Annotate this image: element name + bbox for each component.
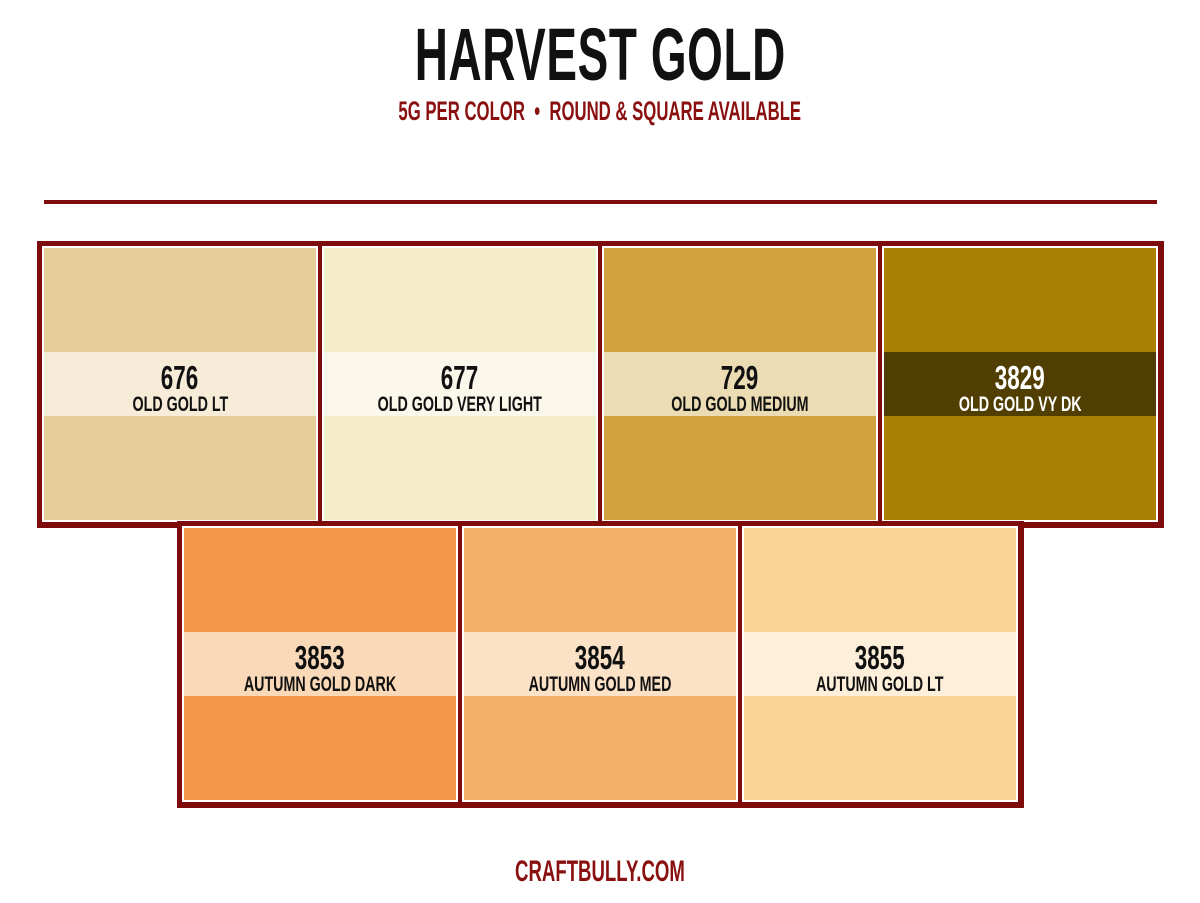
footer-text: CRAFTBULLY.COM [515,855,685,888]
swatch-code: 676 [44,360,316,396]
swatch-band: 677 OLD GOLD VERY LIGHT [324,352,596,416]
swatch: 729 OLD GOLD MEDIUM [602,246,878,522]
name-text: OLD GOLD LT [132,393,228,416]
swatch-code: 729 [604,360,876,396]
name-text: AUTUMN GOLD MED [528,673,672,696]
name-text: OLD GOLD VERY LIGHT [377,393,543,416]
name-text: OLD GOLD MEDIUM [671,393,809,416]
swatch-band: 3853 AUTUMN GOLD DARK [184,632,456,696]
swatch-band: 3829 OLD GOLD VY DK [884,352,1156,416]
title: HARVEST GOLD [0,12,1200,97]
swatch: 676 OLD GOLD LT [42,246,318,522]
code-text: 676 [161,359,199,396]
swatch-name: AUTUMN GOLD DARK [184,674,456,696]
swatch-name: OLD GOLD VERY LIGHT [324,394,596,416]
swatch: 3854 AUTUMN GOLD MED [462,526,738,802]
code-text: 729 [721,359,759,396]
swatch-band: 729 OLD GOLD MEDIUM [604,352,876,416]
code-text: 3853 [295,639,345,676]
swatch-row: 3853 AUTUMN GOLD DARK 3854 AUTUMN GOLD MED 3… [177,521,1024,808]
swatch-name: AUTUMN GOLD LT [744,674,1016,696]
subtitle-text: 5G PER COLOR • ROUND & SQUARE AVAILABLE [398,96,802,126]
swatch-name: AUTUMN GOLD MED [464,674,736,696]
swatch: 677 OLD GOLD VERY LIGHT [322,246,598,522]
swatch-name: OLD GOLD LT [44,394,316,416]
divider [44,200,1157,204]
swatch-band: 676 OLD GOLD LT [44,352,316,416]
swatch-name: OLD GOLD VY DK [884,394,1156,416]
code-text: 3855 [855,639,905,676]
name-text: AUTUMN GOLD DARK [243,673,397,696]
swatch: 3829 OLD GOLD VY DK [882,246,1158,522]
code-text: 3829 [995,359,1045,396]
subtitle: 5G PER COLOR • ROUND & SQUARE AVAILABLE [0,96,1200,127]
swatch-code: 3829 [884,360,1156,396]
swatch-code: 3855 [744,640,1016,676]
swatch: 3853 AUTUMN GOLD DARK [182,526,458,802]
swatch-band: 3854 AUTUMN GOLD MED [464,632,736,696]
code-text: 677 [441,359,479,396]
swatch-name: OLD GOLD MEDIUM [604,394,876,416]
swatch-code: 677 [324,360,596,396]
swatch: 3855 AUTUMN GOLD LT [742,526,1018,802]
name-text: AUTUMN GOLD LT [816,673,944,696]
swatch-band: 3855 AUTUMN GOLD LT [744,632,1016,696]
swatch-row: 676 OLD GOLD LT 677 OLD GOLD VERY LIGHT 729 O… [37,241,1164,528]
swatch-code: 3853 [184,640,456,676]
swatch-code: 3854 [464,640,736,676]
code-text: 3854 [575,639,625,676]
title-text: HARVEST GOLD [414,13,786,96]
name-text: OLD GOLD VY DK [958,393,1082,416]
footer: CRAFTBULLY.COM [0,855,1200,889]
